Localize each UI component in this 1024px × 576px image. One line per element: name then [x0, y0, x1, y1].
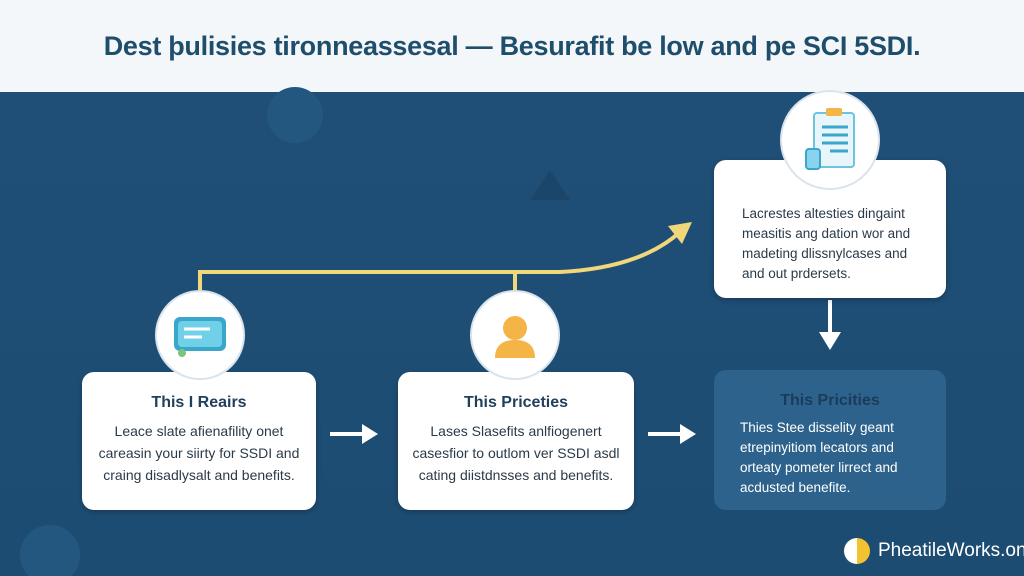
yellow-arrow-path: [198, 230, 682, 290]
step-text: Lases Slasefits anlfiogenert casesfior t…: [412, 423, 620, 483]
step-text: Thies Stee disselity geant etrepinyitiom…: [740, 420, 898, 495]
step-text: Lacrestes altesties dingaint measitis an…: [742, 206, 911, 281]
step-title: This Pricities: [780, 392, 880, 409]
step-card-4: This Pricities Thies Stee disselity gean…: [714, 370, 946, 510]
step-card-1: This I Reairs Leace slate afienafility o…: [82, 372, 316, 510]
brand-logo: PheatileWorks.on: [842, 536, 1024, 566]
chat-card-icon: [155, 290, 245, 380]
page-title: Dest þulisies tironneassesal — Besurafit…: [103, 30, 921, 61]
logo-icon: [844, 538, 870, 564]
clipboard-icon: [780, 90, 880, 190]
brand-name: PheatileWorks.on: [878, 540, 1024, 561]
step-title: This Priceties: [463, 394, 569, 411]
decor-triangle: [530, 170, 570, 200]
person-icon: [470, 290, 560, 380]
step-title: This I Reairs: [151, 394, 247, 411]
arrow-right-2: [648, 424, 696, 444]
decor-circle: [20, 525, 80, 576]
decor-circle: [267, 87, 323, 143]
yellow-arrowhead: [668, 222, 692, 244]
arrow-right-1: [330, 424, 378, 444]
step-text: Leace slate afienafility onet careasin y…: [98, 423, 300, 483]
step-card-3: Lacrestes altesties dingaint measitis an…: [714, 160, 946, 298]
header: Dest þulisies tironneassesal — Besurafit…: [0, 0, 1024, 92]
arrow-down: [819, 300, 841, 350]
step-card-2: This Priceties Lases Slasefits anlfiogen…: [398, 372, 634, 510]
